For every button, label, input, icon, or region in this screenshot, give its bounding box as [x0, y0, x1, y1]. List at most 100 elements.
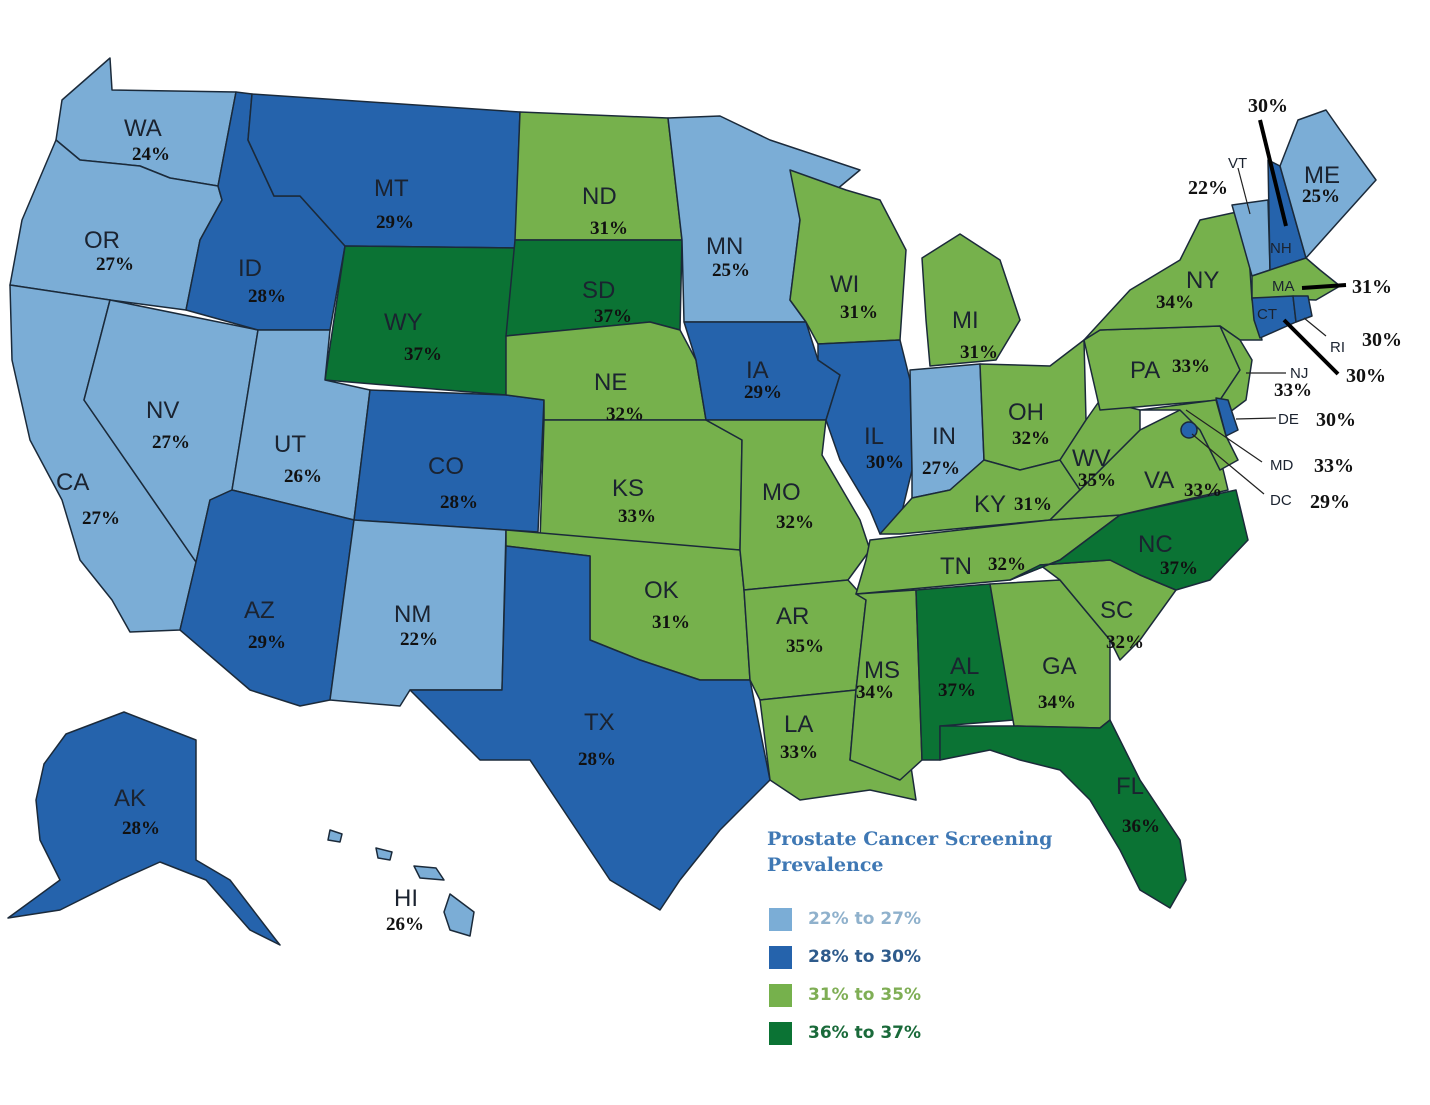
label-vt-abbr: VT: [1228, 155, 1247, 172]
label-sc-pct: 32%: [1106, 632, 1144, 653]
state-mo: [705, 419, 871, 591]
label-ks-pct: 33%: [618, 506, 656, 527]
legend-item: 22% to 27%: [767, 900, 1087, 938]
legend-swatch-dark-green: [769, 1021, 792, 1045]
label-me-pct: 25%: [1302, 186, 1340, 207]
label-pa-abbr: PA: [1130, 357, 1160, 384]
label-wv-abbr: WV: [1072, 445, 1111, 472]
label-dc-pct: 29%: [1310, 491, 1350, 513]
legend-swatch-light-blue: [769, 907, 792, 931]
legend-label: 22% to 27%: [808, 909, 922, 929]
label-ak-abbr: AK: [114, 785, 146, 812]
label-mo-abbr: MO: [762, 479, 801, 506]
legend: Prostate Cancer Screening Prevalence 22%…: [767, 826, 1087, 1052]
label-mi-pct: 31%: [960, 342, 998, 363]
label-mn-pct: 25%: [712, 260, 750, 281]
state-tx: [409, 545, 771, 911]
label-wv-pct: 35%: [1078, 470, 1116, 491]
label-nd-pct: 31%: [590, 218, 628, 239]
label-az-abbr: AZ: [244, 597, 275, 624]
label-nm-abbr: NM: [394, 601, 431, 628]
label-ga-abbr: GA: [1042, 653, 1077, 680]
label-or-abbr: OR: [84, 227, 120, 254]
label-vt-pct: 22%: [1188, 177, 1228, 199]
leader-ma: [1301, 283, 1347, 290]
leader-nh: [1258, 119, 1288, 227]
label-me-abbr: ME: [1304, 162, 1340, 189]
label-ia-pct: 29%: [744, 382, 782, 403]
label-ny-abbr: NY: [1186, 267, 1219, 294]
legend-swatch-dark-blue: [769, 945, 792, 969]
state-wv: [1059, 399, 1141, 491]
label-wy-pct: 37%: [404, 344, 442, 365]
label-nc-pct: 37%: [1160, 558, 1198, 579]
label-nv-abbr: NV: [146, 397, 179, 424]
state-fl: [939, 719, 1187, 909]
label-mi-abbr: MI: [952, 307, 979, 334]
legend-title-line2: Prevalence: [767, 854, 884, 876]
legend-item: 28% to 30%: [767, 938, 1087, 976]
label-ks-abbr: KS: [612, 475, 644, 502]
label-nm-pct: 22%: [400, 629, 438, 650]
label-in-abbr: IN: [932, 423, 956, 450]
label-nj-pct: 33%: [1274, 380, 1312, 401]
state-dc: [1180, 421, 1198, 439]
label-tx-abbr: TX: [584, 709, 615, 736]
label-de-pct: 30%: [1316, 409, 1356, 431]
label-wa-abbr: WA: [124, 115, 162, 142]
legend-item: 36% to 37%: [767, 1014, 1087, 1052]
label-co-pct: 28%: [440, 492, 478, 513]
label-hi-pct: 26%: [386, 914, 424, 935]
label-nj-abbr: NJ: [1290, 365, 1308, 382]
label-tn-pct: 32%: [988, 554, 1026, 575]
legend-items: 22% to 27% 28% to 30% 31% to 35% 36% to …: [767, 900, 1087, 1052]
label-id-abbr: ID: [238, 255, 262, 282]
state-labels: WA 24% OR 27% CA 27% NV 27% ID 28% MT 29…: [56, 95, 1402, 935]
label-nh-pct: 30%: [1248, 95, 1288, 117]
legend-label: 36% to 37%: [808, 1023, 922, 1043]
label-or-pct: 27%: [96, 254, 134, 275]
label-ky-pct: 31%: [1014, 494, 1052, 515]
label-ca-pct: 27%: [82, 508, 120, 529]
label-ct-pct: 30%: [1346, 365, 1386, 387]
state-nc: [1009, 489, 1249, 591]
leader-vt: [1237, 167, 1251, 215]
label-ut-pct: 26%: [284, 466, 322, 487]
state-hi: [327, 829, 475, 937]
label-ma-abbr: MA: [1272, 278, 1295, 295]
label-nd-abbr: ND: [582, 183, 617, 210]
label-wa-pct: 24%: [132, 144, 170, 165]
label-ut-abbr: UT: [274, 431, 306, 458]
label-oh-pct: 32%: [1012, 428, 1050, 449]
label-mt-pct: 29%: [376, 212, 414, 233]
label-dc-abbr: DC: [1270, 492, 1292, 509]
label-hi-abbr: HI: [394, 885, 418, 912]
label-ak-pct: 28%: [122, 818, 160, 839]
label-fl-abbr: FL: [1116, 773, 1144, 800]
state-mi: [921, 233, 1021, 367]
state-ct: [1251, 295, 1297, 339]
label-md-pct: 33%: [1314, 455, 1354, 477]
legend-title-line1: Prostate Cancer Screening: [767, 828, 1053, 850]
label-va-pct: 33%: [1184, 480, 1222, 501]
label-sd-abbr: SD: [582, 277, 615, 304]
label-co-abbr: CO: [428, 453, 464, 480]
label-tn-abbr: TN: [940, 553, 972, 580]
label-ok-abbr: OK: [644, 577, 679, 604]
label-mn-abbr: MN: [706, 233, 743, 260]
label-ny-pct: 34%: [1156, 292, 1194, 313]
leader-md: [1185, 409, 1263, 463]
label-va-abbr: VA: [1144, 467, 1174, 494]
label-ms-pct: 34%: [856, 682, 894, 703]
label-ok-pct: 31%: [652, 612, 690, 633]
label-tx-pct: 28%: [578, 749, 616, 770]
legend-label: 28% to 30%: [808, 947, 922, 967]
label-nv-pct: 27%: [152, 432, 190, 453]
label-ar-pct: 35%: [786, 636, 824, 657]
leader-dc: [1191, 433, 1265, 495]
label-in-pct: 27%: [922, 458, 960, 479]
label-ne-pct: 32%: [606, 404, 644, 425]
label-ga-pct: 34%: [1038, 692, 1076, 713]
label-wi-pct: 31%: [840, 302, 878, 323]
